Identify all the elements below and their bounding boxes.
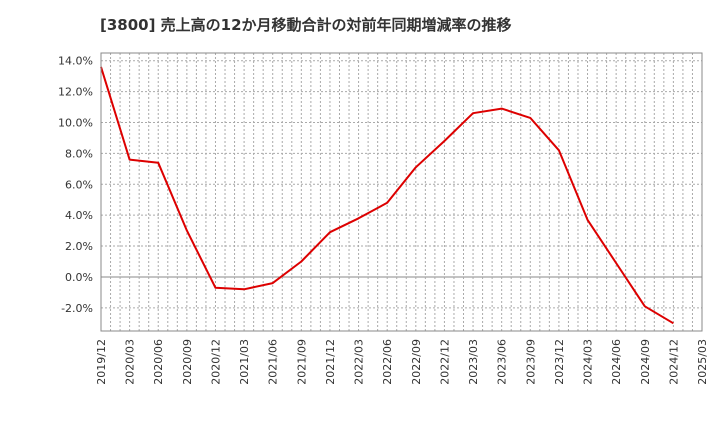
chart-title: [3800] 売上高の12か月移動合計の対前年同期増減率の推移 (100, 16, 512, 34)
grid-lines (101, 53, 702, 331)
y-tick-label: 0.0% (65, 271, 93, 284)
y-tick-label: -2.0% (61, 302, 93, 315)
series-line (100, 66, 674, 325)
y-tick-label: 6.0% (65, 178, 93, 191)
y-tick-label: 2.0% (65, 240, 93, 253)
y-tick-label: 14.0% (58, 55, 93, 68)
y-axis-ticks: -2.0% 0.0% 2.0% 4.0% 6.0% 8.0% 10.0% 12.0% 14.0% (58, 55, 93, 315)
x-tick-label: 2023/12 (553, 339, 566, 385)
x-tick-label: 2022/09 (410, 339, 423, 385)
x-tick-label: 2025/03 (696, 339, 709, 385)
x-tick-label: 2024/12 (667, 339, 680, 385)
x-tick-label: 2023/06 (496, 339, 509, 385)
series-layer (100, 66, 674, 325)
x-tick-label: 2020/12 (209, 339, 222, 385)
y-tick-label: 10.0% (58, 117, 93, 130)
y-tick-label: 4.0% (65, 209, 93, 222)
x-tick-label: 2020/03 (124, 339, 137, 385)
x-tick-label: 2022/03 (353, 339, 366, 385)
x-tick-label: 2023/03 (467, 339, 480, 385)
x-tick-label: 2024/03 (582, 339, 595, 385)
x-tick-label: 2021/03 (238, 339, 251, 385)
x-tick-label: 2021/12 (324, 339, 337, 385)
x-tick-label: 2022/12 (438, 339, 451, 385)
x-axis-ticks: 2019/12 2020/03 2020/06 2020/09 2020/12 2021/… (95, 339, 709, 385)
x-tick-label: 2022/06 (381, 339, 394, 385)
x-tick-label: 2020/09 (181, 339, 194, 385)
y-tick-label: 8.0% (65, 147, 93, 160)
x-tick-label: 2024/09 (639, 339, 652, 385)
x-tick-label: 2023/09 (524, 339, 537, 385)
x-tick-label: 2021/06 (267, 339, 280, 385)
x-tick-label: 2021/09 (295, 339, 308, 385)
x-tick-label: 2024/06 (610, 339, 623, 385)
plot-area-border (100, 52, 703, 332)
y-tick-label: 12.0% (58, 86, 93, 99)
x-tick-label: 2020/06 (152, 339, 165, 385)
x-tick-label: 2019/12 (95, 339, 108, 385)
